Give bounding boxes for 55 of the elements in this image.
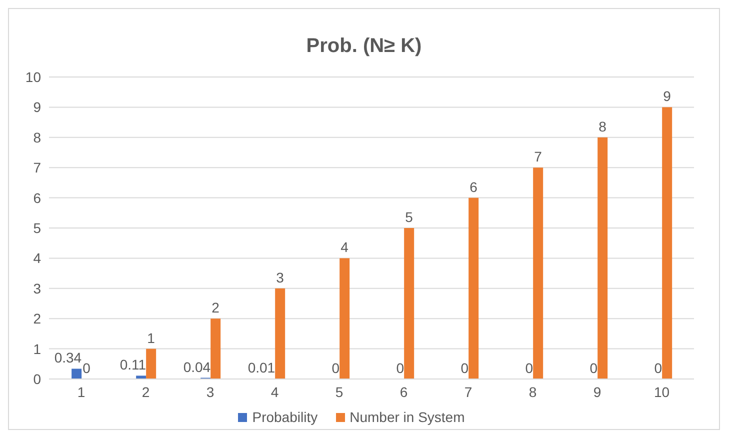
data-label: 0 [460,360,469,376]
bar [210,318,221,379]
data-label: 5 [405,209,414,225]
bar [146,348,156,379]
x-tick-label: 8 [528,384,537,400]
x-tick-label: 5 [335,384,344,400]
bar [598,137,608,379]
bar [662,107,672,379]
data-label: 0.04 [183,358,211,375]
data-label: 6 [470,178,478,195]
bar [275,288,286,379]
data-label: 1 [147,330,156,346]
bar [136,376,146,379]
x-tick-label: 7 [464,384,472,400]
x-tick-label: 9 [593,384,602,400]
y-tick-label: 6 [33,190,42,206]
data-label: 2 [212,300,220,316]
x-tick-label: 1 [77,384,86,400]
legend-label: Probability [251,409,318,425]
data-label: 0.34 [54,350,82,366]
y-tick-label: 9 [33,99,42,116]
legend-label: Number in System [348,409,465,425]
data-label: 0.11 [120,356,146,373]
chart-title: Prob. (N≥ K) [305,35,423,59]
data-label: 4 [340,239,349,256]
data-label: 0 [590,360,598,376]
y-tick-label: 3 [33,280,42,296]
y-tick-label: 8 [33,129,42,146]
y-tick-label: 10 [25,68,42,85]
x-tick-label: 10 [654,384,670,400]
y-tick-label: 5 [33,220,42,236]
x-tick-label: 3 [206,384,214,400]
data-label: 8 [598,118,607,134]
bar [72,368,82,379]
bar [340,258,350,379]
data-label: 7 [534,148,542,165]
data-label: 3 [276,269,284,286]
x-tick-label: 6 [400,384,408,400]
y-tick-label: 2 [33,310,42,327]
data-label: 0 [654,360,662,376]
data-label: 0 [396,360,404,376]
data-label: 0 [332,360,340,376]
bar [533,168,544,379]
data-label: 0 [525,360,534,376]
bar [468,198,479,379]
y-tick-label: 1 [33,340,42,357]
data-label: 0.01 [248,360,276,376]
y-tick-label: 7 [33,160,42,176]
data-label: 9 [663,88,672,104]
bar [404,228,414,379]
y-tick-label: 4 [33,250,42,266]
y-tick-label: 0 [33,370,42,387]
data-label: 0 [82,360,91,376]
x-tick-label: 4 [270,384,279,400]
x-tick-label: 2 [142,384,150,400]
